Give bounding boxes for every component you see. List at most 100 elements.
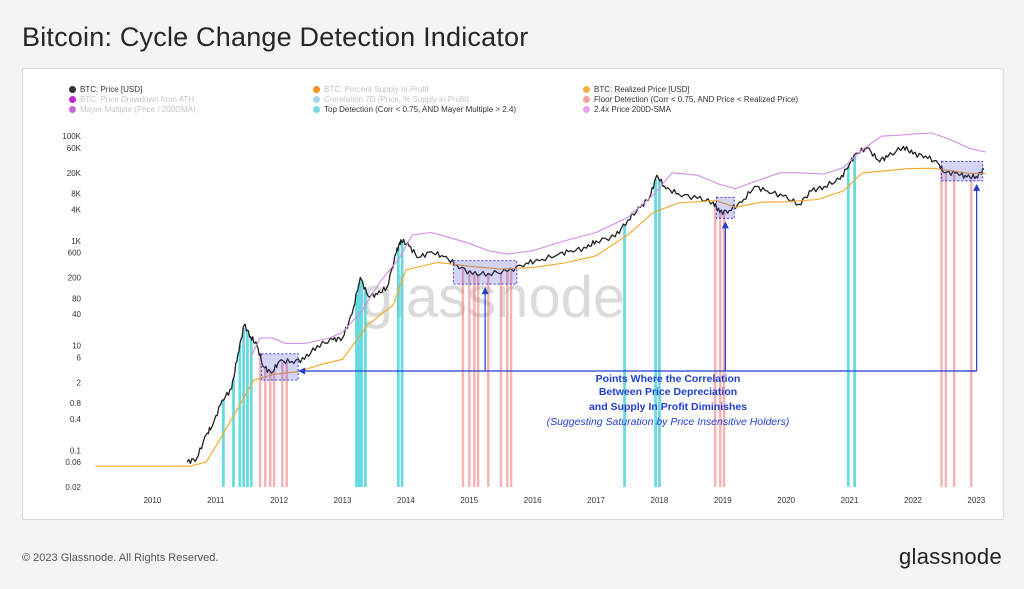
floor-detection-bar — [269, 372, 272, 487]
x-tick-label: 2012 — [270, 496, 288, 505]
legend-swatch — [69, 86, 76, 93]
x-tick-label: 2011 — [207, 496, 225, 505]
legend: BTC: Price [USD] BTC: Percent Supply In P… — [23, 69, 1003, 121]
top-detection-bar — [400, 240, 404, 487]
floor-detection-bar — [476, 274, 480, 487]
top-detection-bar — [355, 294, 358, 487]
legend-label: Correlation 7D (Price, % Supply in Profi… — [324, 95, 469, 104]
y-tick-label: 0.1 — [70, 446, 82, 455]
saturation-box — [940, 160, 984, 182]
legend-label: BTC: Price [USD] — [80, 85, 143, 94]
y-tick-label: 0.4 — [70, 415, 82, 424]
floor-detection-bar — [281, 361, 284, 487]
page-title: Bitcoin: Cycle Change Detection Indicato… — [22, 22, 529, 52]
x-tick-label: 2023 — [967, 496, 985, 505]
legend-item[interactable]: Mayer Multiple (Price / 200DMA) — [69, 105, 196, 114]
y-tick-label: 40 — [72, 310, 81, 319]
x-tick-label: 2010 — [143, 496, 161, 505]
chart-svg: glassnode Points Where the CorrelationBet… — [62, 132, 986, 505]
top-detection-bar — [232, 378, 235, 487]
legend-swatch — [313, 96, 320, 103]
y-tick-label: 0.06 — [65, 458, 81, 467]
legend-item[interactable]: BTC: Price [USD] — [69, 85, 142, 94]
x-tick-label: 2017 — [587, 496, 605, 505]
annotation-arrowhead — [298, 367, 306, 375]
top-detection-bar — [242, 327, 246, 487]
y-tick-label: 2 — [77, 378, 82, 387]
floor-detection-bar — [258, 356, 262, 487]
legend-swatch — [583, 96, 590, 103]
y-tick-label: 0.8 — [70, 399, 82, 408]
annotation-line1: Points Where the Correlation — [596, 373, 741, 385]
top-detection-bar — [363, 289, 367, 487]
x-tick-label: 2013 — [334, 496, 352, 505]
floor-detection-bar — [468, 272, 471, 487]
top-detection-bar — [249, 337, 253, 487]
legend-swatch — [313, 106, 320, 113]
legend-label: Floor Detection (Corr < 0.75, AND Price … — [594, 95, 799, 104]
x-tick-label: 2019 — [714, 496, 732, 505]
copyright: © 2023 Glassnode. All Rights Reserved. — [22, 552, 219, 564]
top-detection-bar — [396, 247, 400, 487]
top-detection-bar — [853, 155, 857, 487]
annotation-arrowhead — [721, 221, 729, 229]
y-tick-label: 10 — [72, 342, 81, 351]
floor-detection-bar — [713, 205, 717, 487]
legend-swatch — [69, 96, 76, 103]
top-detection-bar — [357, 283, 361, 487]
floor-detection-bar — [473, 274, 476, 487]
y-tick-label: 80 — [72, 294, 81, 303]
floor-detection-bar — [461, 268, 465, 487]
legend-swatch — [583, 86, 590, 93]
legend-label: BTC: Percent Supply In Profit — [324, 85, 429, 94]
y-tick-label: 6 — [77, 353, 82, 362]
y-tick-label: 20K — [67, 169, 82, 178]
x-tick-label: 2015 — [460, 496, 478, 505]
brand-logo: glassnode — [899, 544, 1002, 569]
floor-detection-bar — [263, 368, 267, 487]
floor-detection-bar — [272, 369, 276, 487]
annotation-line4: (Suggesting Saturation by Price Insensit… — [547, 416, 790, 428]
floor-detection-bar — [509, 269, 513, 487]
annotation-arrowhead — [481, 287, 489, 295]
legend-swatch — [69, 106, 76, 113]
top-detection-bar — [654, 179, 658, 488]
x-tick-label: 2020 — [777, 496, 795, 505]
floor-detection-bar — [285, 361, 288, 487]
top-detection-bar — [360, 280, 363, 487]
saturation-box — [452, 260, 518, 285]
top-detection-bar — [221, 398, 225, 487]
legend-label: Mayer Multiple (Price / 200DMA) — [80, 105, 196, 114]
floor-detection-bar — [487, 273, 490, 487]
top-detection-bar — [246, 330, 249, 487]
x-tick-label: 2022 — [904, 496, 922, 505]
legend-item[interactable]: BTC: Percent Supply In Profit — [313, 85, 429, 94]
floor-detection-bar — [970, 176, 973, 487]
saturation-box — [260, 353, 299, 381]
legend-item[interactable]: 2.4x Price 200D-SMA — [583, 105, 671, 114]
legend-swatch — [583, 106, 590, 113]
annotation-line3: and Supply In Profit Diminishes — [589, 401, 747, 413]
x-tick-label: 2014 — [397, 496, 415, 505]
legend-label: BTC: Realized Price [USD] — [594, 85, 690, 94]
series-line-sma24 — [250, 132, 986, 358]
top-detection-bar — [238, 345, 242, 487]
saturation-box — [715, 196, 735, 219]
y-tick-label: 100K — [62, 132, 81, 141]
legend-label: 2.4x Price 200D-SMA — [594, 105, 671, 114]
legend-label: BTC: Price Drawdown from ATH — [80, 95, 195, 104]
floor-detection-bar — [944, 172, 948, 487]
legend-item[interactable]: Correlation 7D (Price, % Supply in Profi… — [313, 95, 469, 104]
floor-detection-bar — [499, 272, 503, 487]
y-tick-label: 200 — [68, 274, 82, 283]
series-line-realized — [95, 167, 986, 467]
legend-item[interactable]: Top Detection (Corr < 0.75, AND Mayer Mu… — [313, 105, 516, 114]
x-tick-label: 2016 — [524, 496, 542, 505]
floor-detection-bar — [506, 271, 509, 487]
legend-item[interactable]: BTC: Realized Price [USD] — [583, 85, 690, 94]
annotation-line2: Between Price Depreciation — [599, 386, 737, 398]
legend-swatch — [313, 86, 320, 93]
legend-label: Top Detection (Corr < 0.75, AND Mayer Mu… — [324, 105, 517, 114]
legend-item[interactable]: BTC: Price Drawdown from ATH — [69, 95, 194, 104]
legend-item[interactable]: Floor Detection (Corr < 0.75, AND Price … — [583, 95, 798, 104]
